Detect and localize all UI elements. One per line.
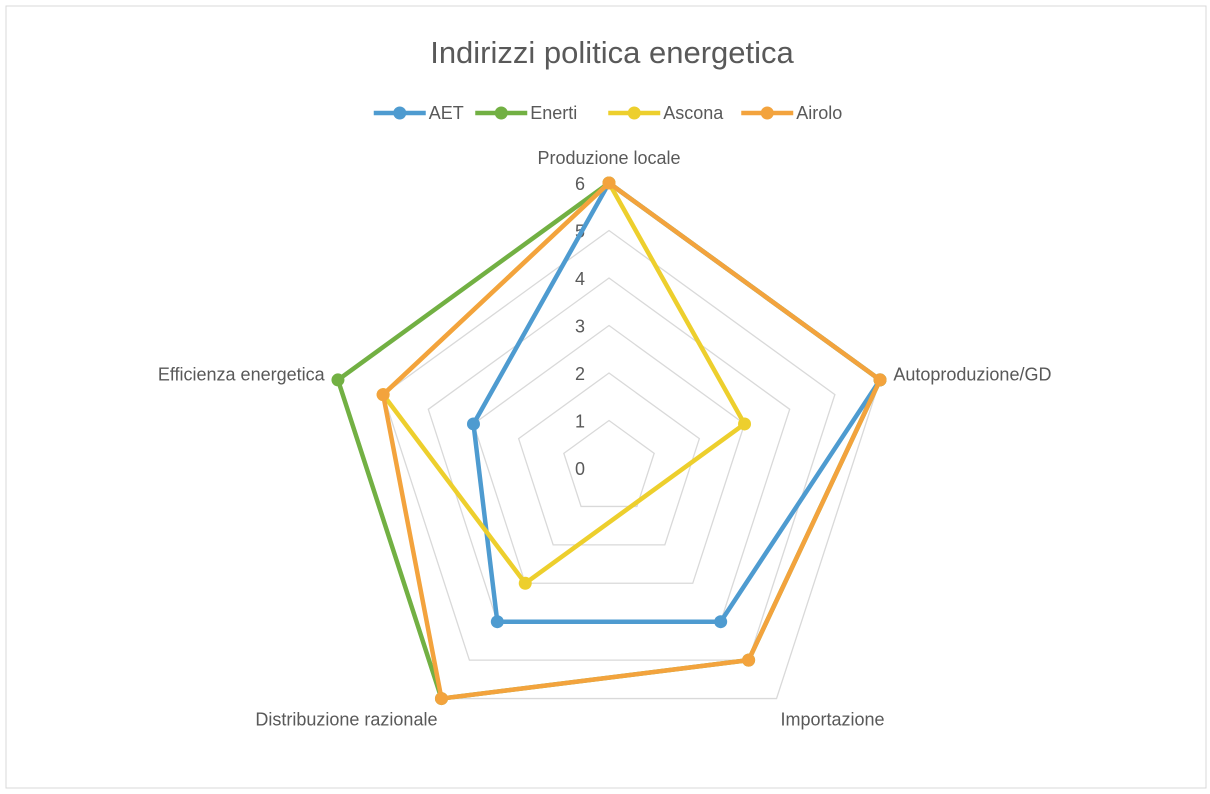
- r-tick-label: 0: [575, 459, 585, 479]
- grid-ring: [517, 372, 701, 546]
- r-tick-label: 4: [575, 269, 585, 289]
- chart-title: Indirizzi politica energetica: [430, 35, 794, 70]
- series-marker: [738, 417, 752, 431]
- legend-label: Enerti: [530, 103, 577, 123]
- r-tick-label: 6: [575, 174, 585, 194]
- series-marker: [434, 692, 448, 706]
- series-marker: [602, 176, 616, 190]
- series-marker: [490, 615, 504, 629]
- category-label: Produzione locale: [537, 148, 680, 168]
- r-tick-label: 2: [575, 364, 585, 384]
- r-tick-label: 1: [575, 411, 585, 431]
- category-label: Efficienza energetica: [158, 364, 326, 384]
- category-label: Importazione: [781, 709, 885, 729]
- series-marker: [742, 653, 756, 667]
- legend-marker: [494, 106, 508, 120]
- r-tick-label: 3: [575, 316, 585, 336]
- series-marker: [714, 615, 728, 629]
- series-marker: [466, 417, 480, 431]
- series-line: [380, 181, 883, 701]
- grid-ring: [563, 419, 655, 508]
- legend-label: AET: [429, 103, 464, 123]
- grid-ring: [472, 324, 746, 584]
- series-marker: [331, 373, 345, 387]
- legend-marker: [627, 106, 641, 120]
- series-marker: [873, 373, 887, 387]
- series-marker: [518, 576, 532, 590]
- legend-marker: [393, 106, 407, 120]
- category-label: Distribuzione razionale: [255, 709, 437, 729]
- legend-label: Ascona: [663, 103, 724, 123]
- chart-frame: [5, 5, 1207, 789]
- legend-marker: [760, 106, 774, 120]
- legend-label: Airolo: [796, 103, 842, 123]
- series-marker: [376, 388, 390, 402]
- category-label: Autoproduzione/GD: [893, 364, 1051, 384]
- grid-ring: [382, 229, 836, 661]
